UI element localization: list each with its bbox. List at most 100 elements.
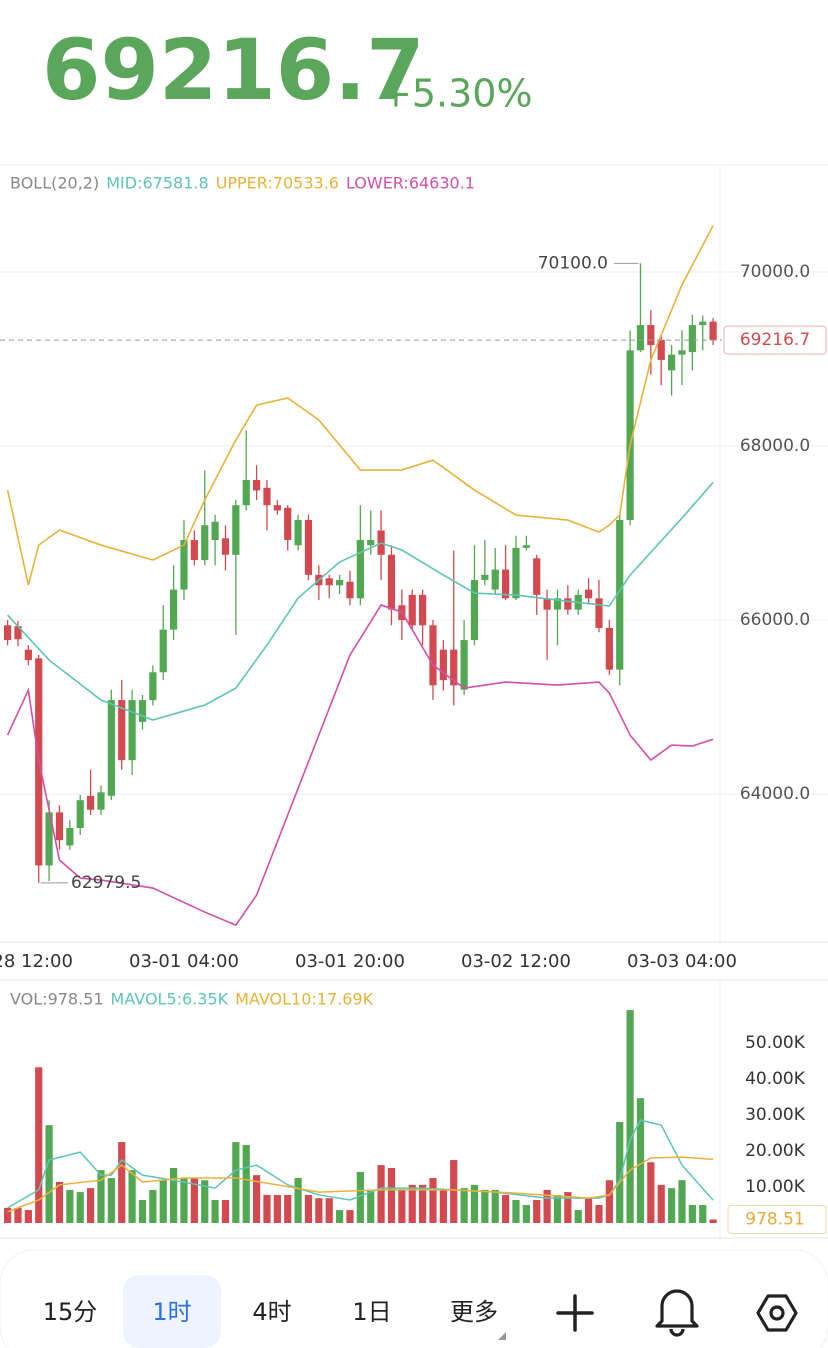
- volume-bar: [668, 1188, 676, 1223]
- candle-body: [336, 580, 344, 586]
- tab[interactable]: 15分: [43, 1298, 98, 1326]
- candle-body: [626, 350, 634, 521]
- candle-body: [657, 339, 665, 360]
- candle-body: [688, 325, 696, 353]
- volume-bar: [263, 1194, 271, 1223]
- volume-bar: [543, 1189, 551, 1223]
- candle-body: [118, 700, 126, 761]
- x-tick-label: 03-01 20:00: [295, 951, 405, 972]
- y-tick-label: 10.00K: [745, 1177, 806, 1197]
- y-tick-label: 20.00K: [745, 1141, 806, 1161]
- volume-bar: [315, 1198, 323, 1223]
- candle-body: [605, 627, 613, 670]
- volume-bar: [14, 1207, 22, 1223]
- candle-body: [470, 580, 479, 641]
- tab[interactable]: 更多: [450, 1298, 498, 1326]
- volume-bar: [66, 1189, 74, 1223]
- candle-body: [66, 828, 74, 846]
- candle-body: [585, 589, 593, 599]
- candle-body: [491, 569, 499, 590]
- candle-body: [543, 598, 551, 610]
- candle-body: [460, 640, 468, 690]
- x-tick-label: 03-02 12:00: [461, 951, 571, 972]
- volume-bar: [367, 1189, 375, 1223]
- volume-bar: [647, 1162, 655, 1223]
- x-tick-label: 02-28 12:00: [0, 951, 73, 972]
- candle-body: [159, 629, 167, 673]
- candle-body: [553, 598, 562, 610]
- change: +5.30%: [380, 72, 533, 116]
- volume-bar: [481, 1189, 489, 1223]
- candle-body: [263, 487, 271, 506]
- tab[interactable]: 4时: [252, 1298, 291, 1326]
- volume-bar: [636, 1098, 645, 1223]
- legend-item: MAVOL10:17.69K: [235, 990, 373, 1009]
- candle-body: [284, 507, 292, 541]
- volume-bar: [180, 1178, 188, 1223]
- mavol-line: [7, 1156, 714, 1213]
- candle-body: [419, 594, 427, 626]
- boll-line: [6, 225, 714, 586]
- candle-body: [107, 700, 115, 796]
- candle-body: [55, 812, 64, 841]
- add-icon[interactable]: [556, 1294, 594, 1332]
- candle-body: [128, 700, 136, 761]
- tab[interactable]: 1日: [352, 1298, 391, 1326]
- x-tick-label: 03-03 04:00: [627, 951, 737, 972]
- last-price-label: 69216.7: [740, 330, 810, 350]
- volume-bar: [273, 1194, 281, 1223]
- candle-body: [14, 626, 22, 640]
- candle-body: [294, 520, 302, 546]
- candle-body: [512, 547, 520, 599]
- volume-bar: [325, 1198, 333, 1223]
- volume-bar: [595, 1205, 603, 1223]
- volume-bar: [419, 1184, 427, 1223]
- candle-body: [367, 540, 375, 546]
- y-tick-label: 70000.0: [740, 262, 810, 282]
- volume-bar: [253, 1175, 261, 1223]
- candle-body: [232, 505, 240, 555]
- settings-icon[interactable]: [756, 1294, 798, 1332]
- volume-bar: [387, 1167, 396, 1223]
- volume-bar: [657, 1184, 665, 1223]
- candle-body: [304, 520, 313, 575]
- candle-body: [325, 578, 333, 586]
- volume-bar: [688, 1205, 696, 1223]
- y-tick-label: 66000.0: [740, 610, 810, 630]
- volume-bar: [336, 1210, 344, 1223]
- volume-bar: [159, 1180, 167, 1223]
- volume-bar: [429, 1178, 437, 1223]
- candle-body: [4, 625, 12, 641]
- volume-bar: [346, 1210, 354, 1223]
- candle-body: [429, 625, 437, 686]
- volume-bar: [709, 1219, 717, 1223]
- volume-bar: [211, 1199, 219, 1223]
- volume-bar: [450, 1160, 458, 1223]
- volume-bar: [190, 1178, 198, 1223]
- candle-body: [97, 792, 105, 810]
- volume-bar: [512, 1199, 520, 1223]
- candle-body: [221, 538, 230, 555]
- tab-highlight: [123, 1275, 221, 1348]
- volume-bar: [502, 1194, 510, 1223]
- legend-item: MAVOL5:6.35K: [111, 990, 229, 1009]
- candle-body: [533, 558, 541, 595]
- tab[interactable]: 1时: [152, 1298, 191, 1326]
- volume-bar: [585, 1198, 593, 1223]
- candle-body: [678, 350, 686, 355]
- y-tick-label: 30.00K: [745, 1105, 806, 1125]
- legend-item: LOWER:64630.1: [346, 174, 475, 193]
- candle-body: [211, 521, 219, 541]
- volume-bar: [439, 1189, 447, 1223]
- volume-bar: [201, 1180, 209, 1223]
- volume-bar: [107, 1178, 115, 1223]
- candle-body: [668, 354, 676, 371]
- volume-bar: [377, 1165, 385, 1223]
- candle-body: [481, 574, 489, 581]
- candle-body: [387, 554, 396, 610]
- candle-body: [699, 321, 707, 326]
- candle-body: [76, 800, 84, 829]
- volume-bar: [491, 1189, 499, 1223]
- volume-bar: [149, 1189, 157, 1223]
- alert-icon[interactable]: [655, 1289, 699, 1337]
